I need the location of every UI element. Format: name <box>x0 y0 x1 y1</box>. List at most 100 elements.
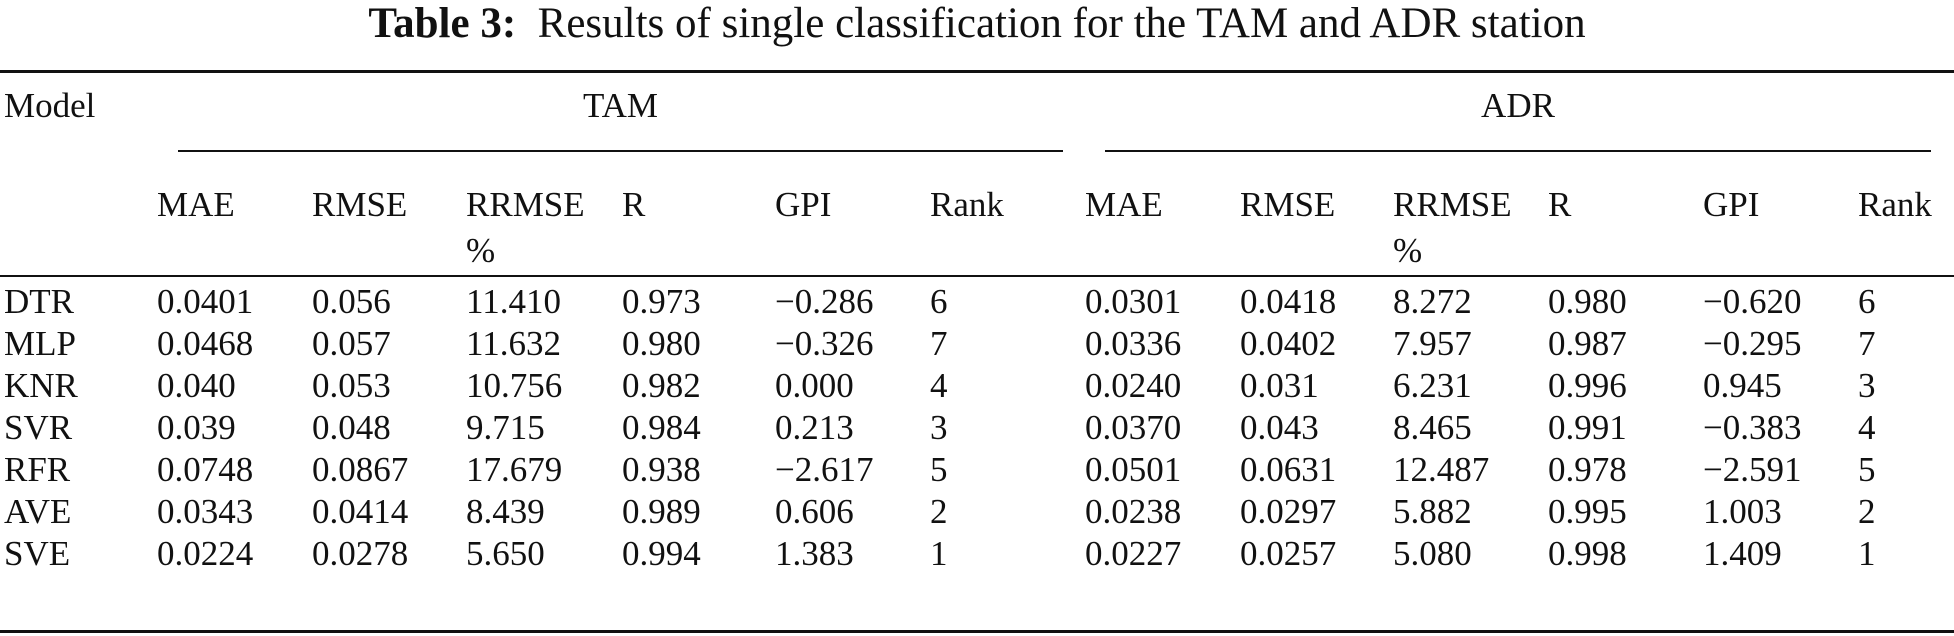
adr-rmse-cell: 0.031 <box>1240 366 1319 405</box>
adr-rmse-cell: 0.0631 <box>1240 450 1337 489</box>
tam-group-header: TAM <box>583 86 658 125</box>
tam-mae-cell: 0.0224 <box>157 534 254 573</box>
adr-mae-cell: 0.0370 <box>1085 408 1182 447</box>
tam-rmse-cell: 0.0278 <box>312 534 409 573</box>
tam-mae-cell: 0.0343 <box>157 492 254 531</box>
adr-gpi-cell: 1.409 <box>1703 534 1782 573</box>
adr-mae-cell: 0.0336 <box>1085 324 1182 363</box>
row-model-label: MLP <box>4 324 76 363</box>
tam-rank-cell: 2 <box>930 492 948 531</box>
adr-mae-cell: 0.0301 <box>1085 282 1182 321</box>
adr-rrmse-cell: 12.487 <box>1393 450 1490 489</box>
tam-r-cell: 0.989 <box>622 492 701 531</box>
tam-gpi-header: GPI <box>775 185 832 224</box>
tam-rmse-cell: 0.056 <box>312 282 391 321</box>
adr-rmse-cell: 0.0418 <box>1240 282 1337 321</box>
adr-rrmse-cell: 8.272 <box>1393 282 1472 321</box>
adr-r-cell: 0.980 <box>1548 282 1627 321</box>
adr-gpi-cell: −0.295 <box>1703 324 1802 363</box>
tam-mae-cell: 0.040 <box>157 366 236 405</box>
tam-rank-cell: 6 <box>930 282 948 321</box>
adr-gpi-header: GPI <box>1703 185 1760 224</box>
adr-rrmse-cell: 5.080 <box>1393 534 1472 573</box>
tam-r-cell: 0.994 <box>622 534 701 573</box>
adr-rrmse-cell: 6.231 <box>1393 366 1472 405</box>
adr-gpi-cell: 1.003 <box>1703 492 1782 531</box>
adr-rrmse-cell: 5.882 <box>1393 492 1472 531</box>
tam-gpi-cell: 0.000 <box>775 366 854 405</box>
adr-r-header: R <box>1548 185 1572 224</box>
tam-gpi-cell: −2.617 <box>775 450 874 489</box>
tam-gpi-cell: 1.383 <box>775 534 854 573</box>
tam-r-header: R <box>622 185 646 224</box>
adr-rmse-cell: 0.0402 <box>1240 324 1337 363</box>
tam-gpi-cell: −0.286 <box>775 282 874 321</box>
tam-mae-cell: 0.039 <box>157 408 236 447</box>
tam-r-cell: 0.982 <box>622 366 701 405</box>
tam-r-cell: 0.973 <box>622 282 701 321</box>
adr-mae-cell: 0.0240 <box>1085 366 1182 405</box>
adr-r-cell: 0.987 <box>1548 324 1627 363</box>
tam-gpi-cell: 0.213 <box>775 408 854 447</box>
tam-rmse-cell: 0.057 <box>312 324 391 363</box>
adr-rmse-header: RMSE <box>1240 185 1336 224</box>
adr-gpi-cell: −0.620 <box>1703 282 1802 321</box>
tam-rrmse-unit: % <box>466 231 496 270</box>
tam-rrmse-cell: 5.650 <box>466 534 545 573</box>
adr-rmse-cell: 0.043 <box>1240 408 1319 447</box>
tam-rrmse-cell: 11.410 <box>466 282 561 321</box>
tam-r-cell: 0.980 <box>622 324 701 363</box>
adr-rank-header: Rank <box>1858 185 1932 224</box>
top-rule <box>0 70 1954 73</box>
tam-rmse-cell: 0.0414 <box>312 492 409 531</box>
row-model-label: SVR <box>4 408 73 447</box>
tam-rmse-cell: 0.053 <box>312 366 391 405</box>
tam-r-cell: 0.938 <box>622 450 701 489</box>
adr-r-cell: 0.996 <box>1548 366 1627 405</box>
adr-gpi-cell: −0.383 <box>1703 408 1802 447</box>
tam-rank-cell: 3 <box>930 408 948 447</box>
tam-mae-header: MAE <box>157 185 235 224</box>
adr-gpi-cell: 0.945 <box>1703 366 1782 405</box>
adr-rank-cell: 5 <box>1858 450 1876 489</box>
tam-rank-cell: 7 <box>930 324 948 363</box>
tam-rank-cell: 5 <box>930 450 948 489</box>
adr-rrmse-cell: 7.957 <box>1393 324 1472 363</box>
tam-group-rule <box>178 150 1063 152</box>
row-model-label: RFR <box>4 450 71 489</box>
adr-rmse-cell: 0.0297 <box>1240 492 1337 531</box>
row-model-label: AVE <box>4 492 72 531</box>
tam-rmse-header: RMSE <box>312 185 408 224</box>
tam-rmse-cell: 0.0867 <box>312 450 409 489</box>
tam-gpi-cell: 0.606 <box>775 492 854 531</box>
adr-rank-cell: 4 <box>1858 408 1876 447</box>
tam-rrmse-cell: 10.756 <box>466 366 563 405</box>
tam-rank-cell: 1 <box>930 534 948 573</box>
adr-group-rule <box>1105 150 1931 152</box>
adr-rmse-cell: 0.0257 <box>1240 534 1337 573</box>
adr-r-cell: 0.998 <box>1548 534 1627 573</box>
tam-rrmse-cell: 8.439 <box>466 492 545 531</box>
row-model-label: DTR <box>4 282 74 321</box>
tam-r-cell: 0.984 <box>622 408 701 447</box>
table-caption: Table 3: Results of single classificatio… <box>0 2 1954 46</box>
caption-text: Results of single classification for the… <box>537 0 1586 47</box>
adr-mae-header: MAE <box>1085 185 1163 224</box>
adr-rank-cell: 2 <box>1858 492 1876 531</box>
tam-rrmse-cell: 9.715 <box>466 408 545 447</box>
tam-rank-header: Rank <box>930 185 1004 224</box>
adr-rrmse-unit: % <box>1393 231 1423 270</box>
tam-rrmse-cell: 11.632 <box>466 324 561 363</box>
adr-r-cell: 0.978 <box>1548 450 1627 489</box>
tam-mae-cell: 0.0401 <box>157 282 254 321</box>
row-model-label: KNR <box>4 366 78 405</box>
adr-r-cell: 0.991 <box>1548 408 1627 447</box>
tam-rmse-cell: 0.048 <box>312 408 391 447</box>
adr-mae-cell: 0.0501 <box>1085 450 1182 489</box>
tam-gpi-cell: −0.326 <box>775 324 874 363</box>
adr-rank-cell: 7 <box>1858 324 1876 363</box>
model-column-header: Model <box>4 86 96 125</box>
adr-rank-cell: 6 <box>1858 282 1876 321</box>
adr-r-cell: 0.995 <box>1548 492 1627 531</box>
adr-mae-cell: 0.0227 <box>1085 534 1182 573</box>
